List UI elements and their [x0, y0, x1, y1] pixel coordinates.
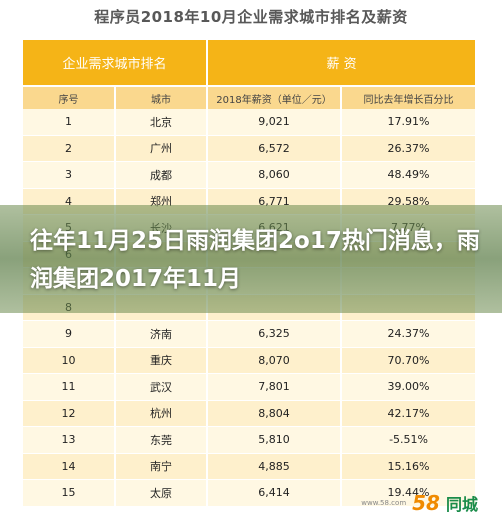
column-header-salary: 2018年薪资（单位／元） — [207, 85, 343, 109]
cell-city: 重庆 — [115, 347, 209, 374]
table-row: 3 成都 8,060 48.49% — [23, 161, 476, 189]
page-title: 程序员2018年10月企业需求城市排名及薪资 — [94, 8, 408, 26]
cell-salary: 6,414 — [207, 479, 343, 507]
cell-city: 太原 — [115, 479, 209, 507]
cell-index: 11 — [23, 373, 116, 401]
cell-salary: 8,070 — [207, 347, 343, 374]
cell-city: 南宁 — [115, 453, 209, 480]
column-header-city: 城市 — [115, 85, 209, 109]
table-row: 9 济南 6,325 24.37% — [23, 320, 476, 348]
cell-salary: 4,885 — [207, 453, 343, 480]
watermark: www.58.com 58 同城 — [361, 491, 478, 515]
cell-index: 9 — [23, 320, 116, 348]
cell-growth: 24.37% — [341, 320, 476, 348]
cell-growth: 19.44% — [341, 479, 476, 507]
table-row: 2 广州 6,572 26.37% — [23, 135, 476, 162]
cell-city: 东莞 — [115, 426, 209, 454]
cell-city: 成都 — [115, 161, 209, 189]
headline-text: 往年11月25日雨润集团2o17热门消息，雨润集团2017年11月 — [30, 228, 480, 292]
cell-city: 杭州 — [115, 400, 209, 427]
cell-growth: 17.91% — [341, 109, 476, 136]
logo-text: 同城 — [445, 495, 478, 514]
table-row: 13 东莞 5,810 -5.51% — [23, 426, 476, 454]
cell-index: 13 — [23, 426, 116, 454]
cell-index: 10 — [23, 347, 116, 374]
cell-index: 12 — [23, 400, 116, 427]
cell-growth: 39.00% — [341, 373, 476, 401]
cell-index: 1 — [23, 109, 116, 136]
cell-growth: 15.16% — [341, 453, 476, 480]
cell-index: 3 — [23, 161, 116, 189]
table-row: 12 杭州 8,804 42.17% — [23, 400, 476, 427]
cell-growth: 42.17% — [341, 400, 476, 427]
cell-salary: 5,810 — [207, 426, 343, 454]
cell-index: 15 — [23, 479, 116, 507]
column-header-index: 序号 — [23, 85, 116, 109]
cell-salary: 8,804 — [207, 400, 343, 427]
cell-index: 14 — [23, 453, 116, 480]
cell-growth: 70.70% — [341, 347, 476, 374]
table-row: 14 南宁 4,885 15.16% — [23, 453, 476, 480]
cell-city: 济南 — [115, 320, 209, 348]
cell-salary: 6,572 — [207, 135, 343, 162]
cell-index: 2 — [23, 135, 116, 162]
cell-growth: -5.51% — [341, 426, 476, 454]
group-header-salary: 薪 资 — [207, 40, 476, 86]
logo-number: 58 — [412, 491, 440, 515]
watermark-url: www.58.com — [361, 499, 407, 507]
cell-growth: 26.37% — [341, 135, 476, 162]
cell-growth: 48.49% — [341, 161, 476, 189]
table-row: 10 重庆 8,070 70.70% — [23, 347, 476, 374]
cell-salary: 7,801 — [207, 373, 343, 401]
headline-banner — [0, 205, 502, 313]
table-row: 1 北京 9,021 17.91% — [23, 109, 476, 136]
cell-salary: 8,060 — [207, 161, 343, 189]
group-header-ranking: 企业需求城市排名 — [23, 40, 209, 86]
table-row: 11 武汉 7,801 39.00% — [23, 373, 476, 401]
cell-salary: 6,325 — [207, 320, 343, 348]
column-header-growth: 同比去年增长百分比 — [341, 85, 476, 109]
cell-city: 武汉 — [115, 373, 209, 401]
cell-salary: 9,021 — [207, 109, 343, 136]
cell-city: 北京 — [115, 109, 209, 136]
table-row: 15 太原 6,414 19.44% — [23, 479, 476, 507]
cell-city: 广州 — [115, 135, 209, 162]
